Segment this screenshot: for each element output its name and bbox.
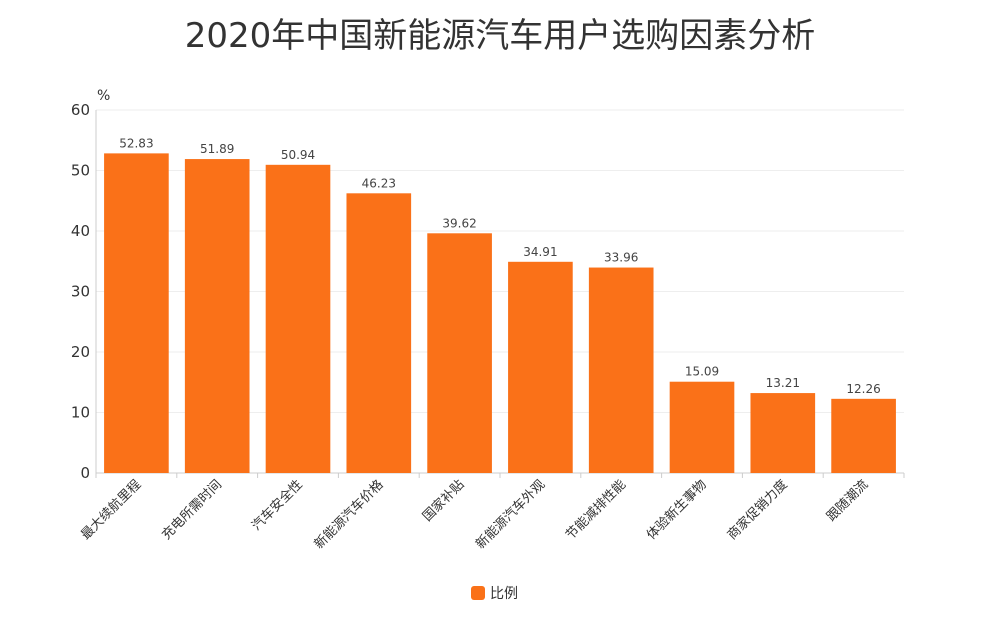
- y-tick-label: 30: [71, 283, 90, 301]
- x-category-label: 充电所需时间: [159, 477, 225, 543]
- bars: [104, 153, 896, 474]
- data-label: 39.62: [442, 216, 476, 230]
- data-label: 34.91: [523, 245, 557, 259]
- y-tick-label: 10: [71, 404, 90, 422]
- chart-title: 2020年中国新能源汽车用户选购因素分析: [184, 16, 816, 56]
- legend-swatch[interactable]: [471, 586, 485, 600]
- x-category-label: 新能源汽车外观: [473, 477, 549, 553]
- x-category-label: 最大续航里程: [78, 477, 144, 543]
- y-tick-label: 20: [71, 343, 90, 361]
- x-category-label: 节能减排性能: [563, 477, 629, 543]
- bar[interactable]: [750, 393, 816, 473]
- legend-label[interactable]: 比例: [490, 586, 518, 602]
- data-label: 12.26: [846, 382, 880, 396]
- bar[interactable]: [669, 381, 735, 473]
- data-label: 13.21: [766, 376, 800, 390]
- bar[interactable]: [831, 398, 896, 473]
- x-category-label: 汽车安全性: [249, 477, 306, 534]
- x-category-label: 新能源汽车价格: [311, 477, 387, 553]
- bar[interactable]: [104, 153, 169, 474]
- bar[interactable]: [184, 159, 250, 474]
- bar[interactable]: [427, 233, 492, 473]
- data-label: 33.96: [604, 251, 638, 265]
- y-tick-label: 60: [71, 101, 90, 119]
- bar[interactable]: [508, 261, 573, 473]
- y-tick-label: 50: [71, 162, 90, 180]
- data-label: 52.83: [119, 136, 153, 150]
- data-label: 50.94: [281, 148, 315, 162]
- x-category-label: 体验新生事物: [643, 477, 709, 543]
- legend: 比例: [471, 586, 518, 602]
- data-label: 51.89: [200, 142, 234, 156]
- x-category-label: 商家促销力度: [724, 477, 790, 543]
- data-label: 46.23: [362, 176, 396, 190]
- bar[interactable]: [346, 193, 412, 473]
- bar[interactable]: [588, 267, 654, 473]
- bar[interactable]: [265, 164, 331, 474]
- x-category-label: 跟随潮流: [824, 477, 871, 524]
- data-label: 15.09: [685, 365, 719, 379]
- x-category-label: 国家补贴: [419, 477, 467, 525]
- y-tick-label: 40: [71, 222, 90, 240]
- y-unit-label: %: [97, 88, 110, 104]
- y-tick-label: 0: [80, 464, 90, 482]
